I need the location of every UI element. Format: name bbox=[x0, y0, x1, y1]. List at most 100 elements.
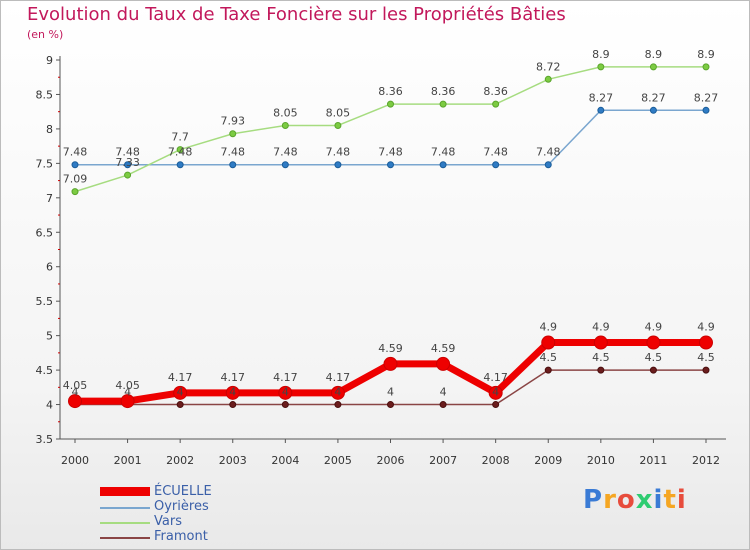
data-point bbox=[649, 63, 657, 71]
data-label: 4 bbox=[492, 386, 499, 399]
x-tick-label: 2004 bbox=[271, 454, 299, 467]
chart-title: Evolution du Taux de Taxe Foncière sur l… bbox=[27, 4, 566, 25]
data-point bbox=[544, 161, 552, 169]
data-point bbox=[176, 401, 184, 409]
data-label: 7.48 bbox=[536, 146, 561, 159]
x-tick-label: 2001 bbox=[114, 454, 142, 467]
legend-label: Vars bbox=[154, 514, 182, 529]
data-point bbox=[436, 356, 451, 371]
data-label: 7.48 bbox=[378, 146, 403, 159]
y-tick-label: 6.5 bbox=[36, 226, 54, 239]
data-label: 8.27 bbox=[589, 91, 614, 104]
legend-swatch bbox=[100, 537, 150, 539]
data-point bbox=[544, 366, 552, 374]
data-point bbox=[281, 401, 289, 409]
logo-letter: o bbox=[616, 485, 636, 515]
data-label: 4.05 bbox=[115, 379, 140, 392]
data-label: 4 bbox=[177, 386, 184, 399]
x-tick-label: 2003 bbox=[219, 454, 247, 467]
legend-swatch bbox=[100, 522, 150, 524]
data-label: 8.9 bbox=[697, 48, 715, 61]
x-tick-label: 2010 bbox=[587, 454, 615, 467]
y-tick-label: 9 bbox=[46, 54, 53, 67]
x-tick-label: 2011 bbox=[639, 454, 667, 467]
legend-item: ÉCUELLE bbox=[100, 484, 300, 500]
x-tick-label: 2008 bbox=[482, 454, 510, 467]
logo-letter: t bbox=[663, 485, 677, 515]
data-label: 4 bbox=[334, 386, 341, 399]
x-tick-label: 2007 bbox=[429, 454, 457, 467]
data-point bbox=[593, 335, 608, 350]
data-label: 4.5 bbox=[592, 351, 610, 364]
data-point bbox=[649, 106, 657, 114]
data-point bbox=[387, 401, 394, 409]
data-point bbox=[541, 335, 556, 350]
x-tick-label: 2009 bbox=[534, 454, 562, 467]
y-tick-label: 5 bbox=[46, 330, 53, 343]
logo-letter: x bbox=[635, 485, 654, 515]
data-label: 7.48 bbox=[273, 146, 298, 159]
data-label: 4 bbox=[282, 386, 289, 399]
data-point bbox=[176, 146, 184, 154]
data-point bbox=[334, 401, 342, 409]
data-label: 7.48 bbox=[483, 146, 508, 159]
data-label: 4 bbox=[72, 386, 79, 399]
data-label: 4 bbox=[387, 386, 394, 399]
data-label: 4 bbox=[440, 386, 447, 399]
data-point bbox=[229, 161, 237, 169]
x-tick-label: 2012 bbox=[692, 454, 720, 467]
data-label: 4 bbox=[229, 386, 236, 399]
data-label: 7.48 bbox=[63, 146, 88, 159]
logo-letter: i bbox=[653, 485, 664, 515]
data-label: 8.27 bbox=[694, 91, 719, 104]
data-point bbox=[173, 385, 188, 400]
logo-letter: i bbox=[676, 485, 687, 515]
data-point bbox=[702, 63, 710, 71]
data-point bbox=[281, 161, 289, 169]
data-label: 8.05 bbox=[326, 106, 351, 119]
x-tick-label: 2006 bbox=[377, 454, 405, 467]
data-label: 8.27 bbox=[641, 91, 666, 104]
data-label: 8.36 bbox=[378, 85, 403, 98]
data-point bbox=[278, 385, 293, 400]
data-point bbox=[649, 366, 657, 374]
y-tick-label: 7.5 bbox=[36, 157, 54, 170]
data-label: 4.5 bbox=[540, 351, 558, 364]
y-tick-label: 4 bbox=[46, 399, 53, 412]
x-tick-label: 2002 bbox=[166, 454, 194, 467]
y-tick-label: 3.5 bbox=[36, 433, 54, 446]
legend-label: Oyrières bbox=[154, 499, 209, 514]
y-tick-label: 6 bbox=[46, 261, 53, 274]
data-label: 4.17 bbox=[221, 371, 246, 384]
data-point bbox=[229, 401, 237, 409]
data-point bbox=[439, 161, 447, 169]
legend-label: Framont bbox=[154, 529, 208, 544]
data-label: 4.9 bbox=[540, 321, 558, 334]
data-label: 4.17 bbox=[273, 371, 298, 384]
data-label: 4.59 bbox=[378, 342, 403, 355]
data-point bbox=[646, 335, 661, 350]
data-label: 4.9 bbox=[645, 321, 663, 334]
data-label: 4.9 bbox=[592, 321, 610, 334]
data-label: 7.7 bbox=[171, 131, 189, 144]
data-label: 4 bbox=[124, 386, 131, 399]
data-label: 8.36 bbox=[483, 85, 508, 98]
data-point bbox=[229, 130, 237, 138]
data-point bbox=[597, 366, 605, 374]
data-label: 4.59 bbox=[431, 342, 456, 355]
data-label: 7.09 bbox=[63, 173, 88, 186]
data-point bbox=[488, 385, 503, 400]
logo-letter: r bbox=[603, 485, 617, 515]
data-point bbox=[383, 356, 398, 371]
logo-letter: P bbox=[583, 485, 604, 515]
data-point bbox=[225, 385, 240, 400]
data-label: 4.05 bbox=[63, 379, 88, 392]
data-point bbox=[492, 401, 500, 409]
data-point bbox=[439, 401, 447, 409]
data-label: 7.48 bbox=[431, 146, 456, 159]
data-point bbox=[334, 161, 342, 169]
data-label: 7.93 bbox=[221, 115, 246, 128]
data-point bbox=[124, 161, 132, 169]
